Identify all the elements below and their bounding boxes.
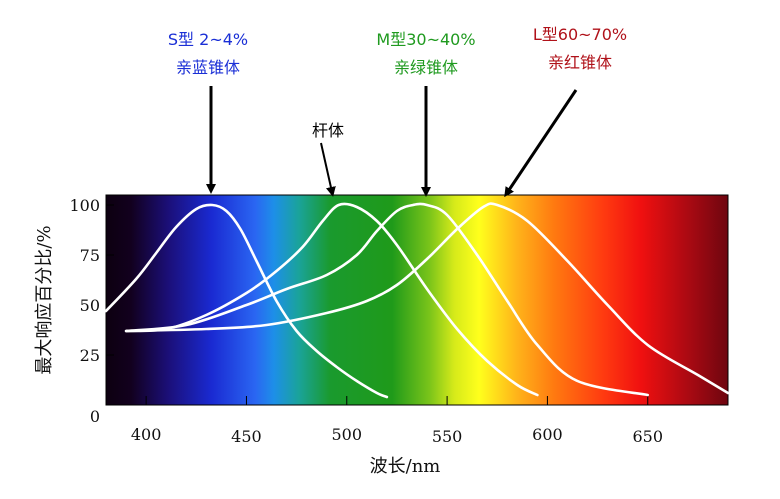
annotation-s-cone-line2: 亲蓝锥体: [176, 58, 240, 77]
y-tick-label: 100: [69, 196, 100, 215]
annotation-l-cone: L型60~70% 亲红锥体: [504, 25, 627, 198]
x-tick-label: 650: [632, 427, 663, 446]
series-line-1: [124, 202, 539, 397]
x-tick-label: 500: [332, 425, 363, 444]
annotation-l-cone-line1: L型60~70%: [533, 25, 627, 44]
arrow-rod: [320, 142, 336, 197]
series-line-0: [104, 203, 389, 399]
y-tick-label: 50: [80, 296, 100, 315]
y-tick-label: 75: [80, 246, 100, 265]
y-axis-label: 最大响应百分比/%: [34, 225, 55, 374]
arrow-l-cone: [504, 89, 578, 198]
y-tick-label: 25: [80, 346, 100, 365]
y-tick-label: 0: [90, 407, 100, 426]
x-tick-marks: [145, 396, 649, 405]
spectrum-background: [106, 195, 728, 405]
x-tick-label: 600: [532, 425, 563, 444]
y-tick-labels: 0 25 50 75 100: [69, 196, 100, 426]
response-curves: [104, 202, 730, 399]
annotation-m-cone-line2: 亲绿锥体: [394, 58, 458, 77]
x-axis-label: 波长/nm: [370, 456, 441, 477]
annotation-m-cone-line1: M型30~40%: [376, 30, 475, 49]
annotation-s-cone: S型 2~4% 亲蓝锥体: [168, 30, 248, 194]
x-tick-labels: 400 450 500 550 600 650: [131, 425, 663, 446]
plot-border: [105, 194, 729, 406]
x-tick-label: 450: [231, 427, 262, 446]
series-line-2: [124, 202, 649, 397]
annotation-m-cone: M型30~40% 亲绿锥体: [376, 30, 476, 197]
annotation-rod-label: 杆体: [312, 121, 344, 140]
annotation-rod: 杆体: [312, 121, 344, 197]
x-tick-label: 400: [131, 425, 162, 444]
series-line-3: [124, 202, 730, 395]
annotation-s-cone-line1: S型 2~4%: [168, 30, 248, 49]
x-tick-label: 550: [432, 427, 463, 446]
annotation-l-cone-line2: 亲红锥体: [548, 53, 612, 72]
